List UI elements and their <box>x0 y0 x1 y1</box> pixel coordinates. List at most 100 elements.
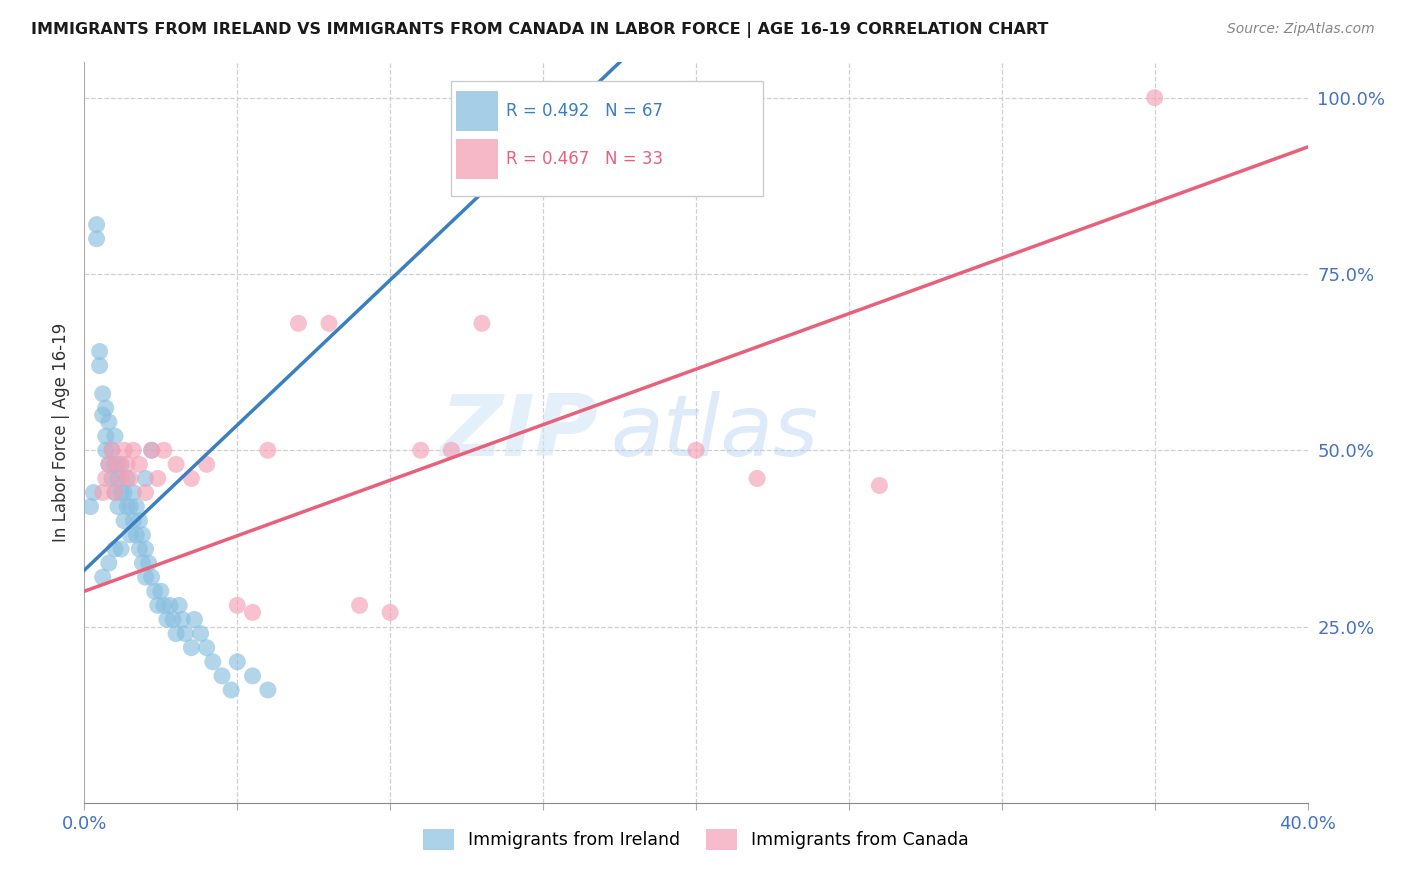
Point <box>125 528 148 542</box>
Point <box>174 626 197 640</box>
Point <box>219 683 242 698</box>
Point <box>91 408 114 422</box>
Point <box>91 570 114 584</box>
Point <box>180 471 202 485</box>
Point <box>149 584 172 599</box>
Point <box>349 599 371 613</box>
Text: Source: ZipAtlas.com: Source: ZipAtlas.com <box>1227 22 1375 37</box>
Point <box>115 500 138 514</box>
Point <box>110 471 132 485</box>
Point <box>165 626 187 640</box>
Text: R = 0.492   N = 67: R = 0.492 N = 67 <box>506 102 664 120</box>
Point <box>94 401 117 415</box>
Text: IMMIGRANTS FROM IRELAND VS IMMIGRANTS FROM CANADA IN LABOR FORCE | AGE 16-19 COR: IMMIGRANTS FROM IRELAND VS IMMIGRANTS FR… <box>31 22 1049 38</box>
Point <box>112 485 135 500</box>
Point <box>120 528 142 542</box>
Point <box>167 599 190 613</box>
Point <box>159 599 181 613</box>
Point <box>380 606 402 620</box>
Point <box>86 232 108 246</box>
Point <box>131 528 153 542</box>
Point <box>104 429 127 443</box>
Point <box>183 612 205 626</box>
Point <box>104 485 127 500</box>
Point <box>94 443 117 458</box>
Point <box>180 640 202 655</box>
Point <box>190 626 212 640</box>
Point <box>1143 91 1166 105</box>
Point <box>101 443 124 458</box>
Point <box>146 599 169 613</box>
Point <box>141 443 163 458</box>
Point <box>122 514 145 528</box>
Point <box>89 344 111 359</box>
Point <box>195 458 218 472</box>
Point <box>107 500 129 514</box>
Point <box>162 612 184 626</box>
Point <box>122 485 145 500</box>
Point <box>112 514 135 528</box>
Point <box>128 514 150 528</box>
Point <box>201 655 224 669</box>
Point <box>91 485 114 500</box>
Point <box>122 443 145 458</box>
Point <box>128 541 150 556</box>
Y-axis label: In Labor Force | Age 16-19: In Labor Force | Age 16-19 <box>52 323 70 542</box>
Point <box>211 669 233 683</box>
Legend: Immigrants from Ireland, Immigrants from Canada: Immigrants from Ireland, Immigrants from… <box>416 822 976 857</box>
Point <box>131 556 153 570</box>
Point <box>172 612 194 626</box>
Point <box>97 556 120 570</box>
Point <box>97 415 120 429</box>
Point <box>110 458 132 472</box>
Point <box>79 500 101 514</box>
Point <box>83 485 105 500</box>
Point <box>146 471 169 485</box>
Text: R = 0.467   N = 33: R = 0.467 N = 33 <box>506 150 664 168</box>
Point <box>115 471 138 485</box>
Point <box>141 570 163 584</box>
Point <box>128 458 150 472</box>
Point <box>141 443 163 458</box>
Point <box>153 599 176 613</box>
Point <box>94 429 117 443</box>
Point <box>101 443 124 458</box>
Point <box>471 316 494 330</box>
Point <box>97 458 120 472</box>
Point <box>287 316 309 330</box>
Point <box>869 478 891 492</box>
Point <box>120 500 142 514</box>
Point <box>135 570 157 584</box>
Point <box>409 443 432 458</box>
FancyBboxPatch shape <box>451 81 763 195</box>
Point <box>685 443 707 458</box>
Point <box>110 541 132 556</box>
Point <box>94 471 117 485</box>
Point <box>104 541 127 556</box>
Point <box>257 443 280 458</box>
Point <box>195 640 218 655</box>
Point <box>138 556 160 570</box>
Point <box>135 471 157 485</box>
Point <box>153 443 176 458</box>
Point <box>89 359 111 373</box>
Point <box>101 471 124 485</box>
Point <box>97 458 120 472</box>
Point <box>143 584 166 599</box>
Point <box>120 471 142 485</box>
Point <box>115 458 138 472</box>
Point <box>440 443 463 458</box>
Point <box>135 485 157 500</box>
Point <box>86 218 108 232</box>
Point <box>226 599 249 613</box>
FancyBboxPatch shape <box>456 139 498 179</box>
Point <box>156 612 179 626</box>
Point <box>112 443 135 458</box>
Point <box>110 485 132 500</box>
Point <box>257 683 280 698</box>
Point <box>226 655 249 669</box>
Point <box>242 606 264 620</box>
Point <box>135 541 157 556</box>
Point <box>242 669 264 683</box>
Point <box>125 500 148 514</box>
